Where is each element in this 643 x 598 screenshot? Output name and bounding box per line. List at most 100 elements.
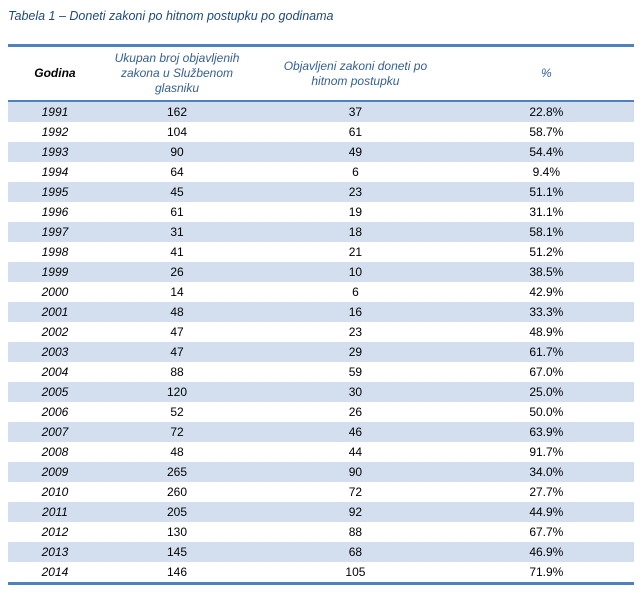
cell-year: 2005 bbox=[41, 385, 69, 399]
cell-percent: 42.9% bbox=[529, 285, 564, 299]
cell-year: 2000 bbox=[41, 285, 69, 299]
cell-percent: 9.4% bbox=[532, 165, 561, 179]
cell-year: 2014 bbox=[41, 565, 69, 579]
cell-percent: 61.7% bbox=[529, 345, 564, 359]
cell-percent: 91.7% bbox=[529, 445, 564, 459]
cell-urgent: 46 bbox=[348, 425, 363, 439]
cell-percent: 51.1% bbox=[529, 185, 564, 199]
table-caption: Tabela 1 – Doneti zakoni po hitnom postu… bbox=[8, 9, 334, 23]
cell-total: 90 bbox=[170, 145, 184, 159]
cell-urgent: 59 bbox=[348, 365, 363, 379]
cell-percent: 34.0% bbox=[529, 465, 564, 479]
cell-percent: 31.1% bbox=[529, 205, 564, 219]
cell-year: 2013 bbox=[41, 545, 69, 559]
urgent-laws-table: Godina Ukupan broj objavljenih zakona u … bbox=[8, 44, 634, 585]
cell-year: 1998 bbox=[41, 245, 69, 259]
cell-year: 1999 bbox=[41, 265, 69, 279]
cell-year: 1995 bbox=[41, 185, 69, 199]
table-body: 1991 162 37 22.8% 1992 104 61 58.7% 1993… bbox=[8, 101, 634, 584]
cell-total: 47 bbox=[170, 325, 184, 339]
cell-percent: 27.7% bbox=[529, 485, 564, 499]
cell-year: 2008 bbox=[41, 445, 69, 459]
cell-urgent: 92 bbox=[348, 505, 363, 519]
cell-total: 26 bbox=[170, 265, 184, 279]
cell-urgent: 88 bbox=[348, 525, 363, 539]
cell-urgent: 6 bbox=[352, 165, 359, 179]
table-header: Godina Ukupan broj objavljenih zakona u … bbox=[8, 46, 634, 102]
col-header-total-published: Ukupan broj objavljenih zakona u Služben… bbox=[102, 46, 252, 102]
cell-total: 48 bbox=[170, 445, 184, 459]
cell-year: 2001 bbox=[41, 305, 69, 319]
cell-total: 205 bbox=[166, 505, 188, 519]
cell-total: 265 bbox=[166, 465, 188, 479]
cell-year: 1993 bbox=[41, 145, 69, 159]
cell-percent: 38.5% bbox=[529, 265, 564, 279]
cell-urgent: 23 bbox=[348, 185, 363, 199]
table-row: 2009 265 90 34.0% bbox=[8, 462, 634, 482]
cell-percent: 46.9% bbox=[529, 545, 564, 559]
cell-total: 48 bbox=[170, 305, 184, 319]
cell-year: 1991 bbox=[41, 105, 69, 119]
table-row: 1996 61 19 31.1% bbox=[8, 202, 634, 222]
cell-year: 1996 bbox=[41, 205, 69, 219]
table-row: 2011 205 92 44.9% bbox=[8, 502, 634, 522]
table-row: 1992 104 61 58.7% bbox=[8, 122, 634, 142]
table-row: 1999 26 10 38.5% bbox=[8, 262, 634, 282]
table-row: 2005 120 30 25.0% bbox=[8, 382, 634, 402]
table-row: 2000 14 6 42.9% bbox=[8, 282, 634, 302]
cell-percent: 67.0% bbox=[529, 365, 564, 379]
table-row: 2001 48 16 33.3% bbox=[8, 302, 634, 322]
table-row: 1993 90 49 54.4% bbox=[8, 142, 634, 162]
table-row: 2004 88 59 67.0% bbox=[8, 362, 634, 382]
cell-total: 47 bbox=[170, 345, 184, 359]
table-row: 2006 52 26 50.0% bbox=[8, 402, 634, 422]
cell-urgent: 16 bbox=[348, 305, 363, 319]
cell-urgent: 30 bbox=[348, 385, 363, 399]
cell-total: 52 bbox=[170, 405, 184, 419]
cell-year: 2003 bbox=[41, 345, 69, 359]
cell-year: 2010 bbox=[41, 485, 69, 499]
table-row: 2013 145 68 46.9% bbox=[8, 542, 634, 562]
cell-percent: 51.2% bbox=[529, 245, 564, 259]
cell-total: 61 bbox=[170, 205, 184, 219]
cell-percent: 50.0% bbox=[529, 405, 564, 419]
cell-year: 2009 bbox=[41, 465, 69, 479]
table-row: 1994 64 6 9.4% bbox=[8, 162, 634, 182]
cell-total: 72 bbox=[170, 425, 184, 439]
cell-year: 2007 bbox=[41, 425, 69, 439]
cell-year: 1992 bbox=[41, 125, 69, 139]
table-row: 1995 45 23 51.1% bbox=[8, 182, 634, 202]
table-row: 1997 31 18 58.1% bbox=[8, 222, 634, 242]
col-header-urgent-procedure: Objavljeni zakoni doneti po hitnom postu… bbox=[252, 46, 459, 102]
header-row: Godina Ukupan broj objavljenih zakona u … bbox=[8, 46, 634, 102]
cell-year: 1994 bbox=[41, 165, 69, 179]
cell-percent: 63.9% bbox=[529, 425, 564, 439]
cell-urgent: 72 bbox=[348, 485, 363, 499]
cell-urgent: 6 bbox=[352, 285, 359, 299]
cell-urgent: 49 bbox=[348, 145, 363, 159]
cell-urgent: 90 bbox=[348, 465, 363, 479]
cell-year: 2012 bbox=[41, 525, 69, 539]
cell-percent: 33.3% bbox=[529, 305, 564, 319]
cell-urgent: 19 bbox=[348, 205, 363, 219]
col-header-percent: % bbox=[541, 66, 552, 80]
cell-urgent: 26 bbox=[348, 405, 363, 419]
cell-percent: 22.8% bbox=[529, 105, 564, 119]
cell-urgent: 29 bbox=[348, 345, 363, 359]
cell-total: 120 bbox=[166, 385, 188, 399]
cell-urgent: 18 bbox=[348, 225, 363, 239]
cell-year: 2006 bbox=[41, 405, 69, 419]
cell-total: 41 bbox=[170, 245, 184, 259]
table-row: 2010 260 72 27.7% bbox=[8, 482, 634, 502]
col-header-urgent-procedure-label: Objavljeni zakoni doneti po hitnom postu… bbox=[283, 58, 428, 88]
cell-total: 130 bbox=[166, 525, 188, 539]
cell-urgent: 68 bbox=[348, 545, 363, 559]
cell-urgent: 23 bbox=[348, 325, 363, 339]
table-row: 1991 162 37 22.8% bbox=[8, 101, 634, 122]
cell-total: 45 bbox=[170, 185, 184, 199]
cell-urgent: 105 bbox=[345, 565, 366, 579]
col-header-total-published-label: Ukupan broj objavljenih zakona u Služben… bbox=[114, 51, 240, 95]
cell-urgent: 10 bbox=[348, 265, 363, 279]
cell-total: 260 bbox=[166, 485, 188, 499]
cell-percent: 58.1% bbox=[529, 225, 564, 239]
